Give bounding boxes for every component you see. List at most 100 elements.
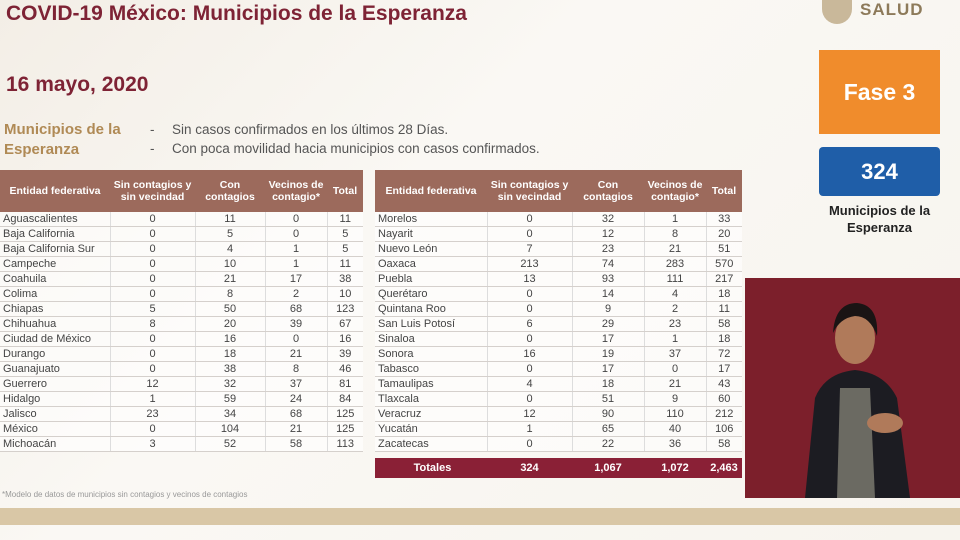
- cell-value: 104: [194, 421, 265, 437]
- cell-value: 0: [486, 286, 572, 302]
- table-row: Tabasco 0 17 0 17: [375, 361, 742, 377]
- cell-value: 58: [264, 436, 327, 452]
- cell-state: Zacatecas: [375, 436, 487, 452]
- cell-value: 0: [486, 226, 572, 242]
- cell-value: 20: [705, 226, 742, 242]
- cell-state: Aguascalientes: [0, 212, 110, 227]
- cell-value: 0: [486, 301, 572, 317]
- table-row: Sonora 16 19 37 72: [375, 346, 742, 362]
- table-row: México 0 104 21 125: [0, 421, 363, 437]
- table-row: Baja California 0 5 0 5: [0, 226, 363, 242]
- cell-value: 50: [194, 301, 265, 317]
- cell-state: Nayarit: [375, 226, 487, 242]
- cell-state: Tamaulipas: [375, 376, 487, 392]
- cell-state: Guanajuato: [0, 361, 110, 377]
- cell-state: Morelos: [375, 212, 487, 227]
- cell-value: 4: [194, 241, 265, 257]
- total-value: 1,067: [572, 458, 644, 478]
- cell-value: 0: [264, 212, 327, 227]
- cell-value: 58: [705, 316, 742, 332]
- cell-value: 21: [264, 421, 327, 437]
- cell-value: 5: [194, 226, 265, 242]
- cell-value: 11: [326, 212, 363, 227]
- table-row: Guerrero 12 32 37 81: [0, 376, 363, 392]
- cell-value: 93: [571, 271, 644, 287]
- cell-value: 9: [571, 301, 644, 317]
- cell-value: 0: [109, 241, 195, 257]
- cell-value: 51: [571, 391, 644, 407]
- table-row: Hidalgo 1 59 24 84: [0, 391, 363, 407]
- table-right: Entidad federativa Sin contagios y sin ve…: [375, 170, 742, 452]
- column-header: Total: [706, 170, 742, 212]
- column-header: Sin contagios y sin vecindad: [110, 170, 195, 212]
- cell-value: 32: [571, 212, 644, 227]
- cell-value: 113: [326, 436, 363, 452]
- cell-value: 17: [264, 271, 327, 287]
- cell-value: 11: [705, 301, 742, 317]
- column-header: Vecinos de contagio*: [644, 170, 706, 212]
- column-header: Entidad federativa: [375, 170, 487, 212]
- cell-value: 34: [194, 406, 265, 422]
- cell-value: 38: [326, 271, 363, 287]
- cell-value: 0: [643, 361, 706, 377]
- cell-value: 23: [109, 406, 195, 422]
- table-row: Ciudad de México 0 16 0 16: [0, 331, 363, 347]
- cell-value: 12: [109, 376, 195, 392]
- cell-value: 68: [264, 406, 327, 422]
- table-row: Nuevo León 7 23 21 51: [375, 241, 742, 257]
- cell-value: 16: [194, 331, 265, 347]
- cell-state: Puebla: [375, 271, 487, 287]
- cell-value: 21: [643, 241, 706, 257]
- cell-state: Guerrero: [0, 376, 110, 392]
- cell-value: 12: [571, 226, 644, 242]
- bullet-text: Con poca movilidad hacia municipios con …: [172, 141, 540, 156]
- cell-value: 1: [486, 421, 572, 437]
- cell-value: 60: [705, 391, 742, 407]
- column-header: Con contagios: [195, 170, 265, 212]
- cell-value: 125: [326, 406, 363, 422]
- table-left: Entidad federativa Sin contagios y sin ve…: [0, 170, 363, 452]
- cell-value: 217: [705, 271, 742, 287]
- cell-value: 23: [571, 241, 644, 257]
- cell-value: 74: [571, 256, 644, 272]
- total-value: 324: [487, 458, 572, 478]
- table-body: Morelos 0 32 1 33 Nayarit 0 12 8 20 Nuevo León 7 23 2…: [375, 212, 742, 452]
- table-row: Tamaulipas 4 18 21 43: [375, 376, 742, 392]
- table-row: Puebla 13 93 111 217: [375, 271, 742, 287]
- cell-state: Veracruz: [375, 406, 487, 422]
- table-body: Aguascalientes 0 11 0 11 Baja California 0 5 0 5 B…: [0, 212, 363, 452]
- cell-value: 20: [194, 316, 265, 332]
- cell-value: 1: [643, 212, 706, 227]
- cell-value: 13: [486, 271, 572, 287]
- cell-value: 51: [705, 241, 742, 257]
- cell-value: 10: [326, 286, 363, 302]
- total-value: 1,072: [644, 458, 706, 478]
- cell-value: 1: [643, 331, 706, 347]
- cell-value: 43: [705, 376, 742, 392]
- cell-value: 7: [486, 241, 572, 257]
- cell-value: 37: [643, 346, 706, 362]
- cell-state: Nuevo León: [375, 241, 487, 257]
- cell-value: 0: [109, 256, 195, 272]
- cell-state: Coahuila: [0, 271, 110, 287]
- table-row: Chiapas 5 50 68 123: [0, 301, 363, 317]
- cell-value: 213: [486, 256, 572, 272]
- table-row: Tlaxcala 0 51 9 60: [375, 391, 742, 407]
- cell-value: 110: [643, 406, 706, 422]
- cell-value: 72: [705, 346, 742, 362]
- cell-value: 0: [109, 361, 195, 377]
- cell-value: 65: [571, 421, 644, 437]
- cell-value: 18: [705, 331, 742, 347]
- column-header: Entidad federativa: [0, 170, 110, 212]
- table-row: Aguascalientes 0 11 0 11: [0, 212, 363, 227]
- cell-value: 52: [194, 436, 265, 452]
- cell-value: 40: [643, 421, 706, 437]
- cell-value: 21: [194, 271, 265, 287]
- cell-value: 3: [109, 436, 195, 452]
- cell-value: 106: [705, 421, 742, 437]
- table-row: Sinaloa 0 17 1 18: [375, 331, 742, 347]
- footnote: *Modelo de datos de municipios sin conta…: [2, 490, 248, 499]
- cell-value: 23: [643, 316, 706, 332]
- cell-value: 8: [194, 286, 265, 302]
